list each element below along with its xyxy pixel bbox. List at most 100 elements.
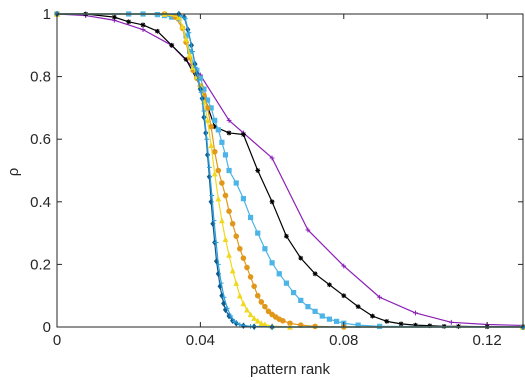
- data-point: [232, 318, 237, 324]
- data-point: [247, 274, 254, 280]
- data-point: [218, 280, 224, 286]
- data-point: [224, 305, 230, 311]
- data-point: [247, 311, 254, 318]
- data-point: [208, 123, 214, 130]
- data-point: [269, 260, 275, 266]
- data-point: [179, 23, 186, 30]
- data-point: [215, 195, 222, 202]
- data-point: [327, 282, 332, 288]
- data-point: [219, 139, 225, 145]
- data-point: [222, 236, 229, 243]
- series-line: [57, 13, 523, 328]
- data-point: [262, 246, 268, 252]
- data-point: [233, 233, 240, 240]
- data-point: [319, 313, 325, 319]
- data-point: [398, 321, 404, 327]
- data-point: [204, 151, 211, 159]
- data-point: [269, 199, 275, 205]
- data-point: [248, 323, 253, 329]
- data-point: [213, 240, 219, 245]
- data-point: [237, 322, 243, 328]
- y-axis-label: ρ: [5, 168, 22, 177]
- data-point: [183, 35, 189, 42]
- data-point: [237, 245, 243, 252]
- data-point: [228, 313, 234, 319]
- data-point: [226, 167, 232, 174]
- data-point: [262, 303, 268, 310]
- y-tick-label: 0.6: [30, 131, 51, 148]
- data-point: [240, 196, 247, 202]
- data-point: [226, 208, 232, 214]
- data-point: [221, 294, 227, 300]
- data-point: [208, 142, 215, 149]
- data-point: [312, 323, 318, 330]
- data-point: [154, 28, 160, 34]
- data-point: [244, 264, 250, 271]
- x-tick-label: 0.12: [473, 332, 502, 349]
- data-point: [258, 299, 265, 305]
- data-point: [211, 218, 217, 223]
- data-point: [255, 230, 261, 236]
- data-point: [219, 217, 225, 224]
- data-point: [236, 292, 243, 299]
- data-point: [209, 193, 215, 198]
- x-tick-label: 0: [53, 332, 61, 349]
- data-point: [222, 152, 229, 158]
- data-point: [140, 27, 146, 33]
- ticks-layer: 0 0.04 0.08 0.12 0 0.2 0.4 0.6 0.8 1: [30, 6, 523, 349]
- data-point: [240, 255, 247, 261]
- data-point: [186, 30, 192, 36]
- data-point: [298, 255, 304, 261]
- x-axis-label: pattern rank: [250, 361, 331, 378]
- data-point: [269, 155, 275, 161]
- data-point: [212, 124, 218, 130]
- data-point: [326, 316, 333, 322]
- data-point: [212, 117, 218, 124]
- data-point: [305, 304, 311, 310]
- data-point: [211, 148, 218, 155]
- data-point: [298, 297, 304, 303]
- data-point: [204, 117, 211, 124]
- data-point: [215, 127, 221, 133]
- data-point: [183, 56, 189, 62]
- data-point: [226, 251, 232, 258]
- data-point: [280, 317, 286, 324]
- data-point: [265, 308, 272, 315]
- y-tick-label: 0: [43, 319, 51, 336]
- data-point: [233, 180, 239, 186]
- y-tick-label: 0.4: [30, 194, 51, 211]
- data-point: [169, 42, 175, 48]
- data-point: [377, 294, 383, 300]
- data-point: [247, 214, 254, 221]
- data-point: [448, 319, 454, 325]
- data-point: [240, 300, 247, 307]
- data-point: [255, 168, 261, 173]
- data-point: [312, 271, 318, 277]
- data-point: [204, 136, 210, 142]
- data-point: [413, 310, 418, 316]
- data-point: [229, 220, 236, 227]
- data-point: [111, 14, 117, 20]
- series-line: [56, 13, 524, 327]
- data-point: [384, 318, 390, 324]
- data-point: [254, 317, 261, 324]
- x-tick-label: 0.08: [329, 332, 358, 349]
- x-tick-label: 0.04: [186, 332, 215, 349]
- data-point: [377, 323, 383, 329]
- data-point: [233, 280, 240, 286]
- data-point: [254, 292, 261, 299]
- data-point: [192, 64, 198, 70]
- data-point: [211, 170, 218, 177]
- data-point: [198, 89, 204, 95]
- data-point: [186, 51, 193, 58]
- data-point: [370, 313, 375, 319]
- data-point: [284, 233, 289, 239]
- data-point: [283, 280, 290, 286]
- data-point: [196, 77, 201, 83]
- data-point: [276, 271, 282, 277]
- data-point: [251, 283, 257, 290]
- data-point: [215, 262, 221, 267]
- y-tick-label: 1: [43, 6, 51, 23]
- data-point: [126, 19, 132, 25]
